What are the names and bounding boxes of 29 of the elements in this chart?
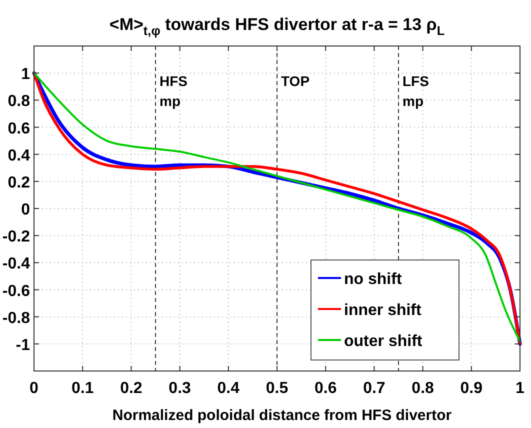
legend-label: outer shift (344, 333, 423, 350)
x-tick-label: 0.3 (168, 380, 192, 397)
y-tick-label: -0.8 (2, 310, 30, 327)
y-tick-label: 0.6 (8, 120, 30, 138)
x-tick-label: 0.6 (314, 380, 337, 397)
y-tick-label: -0.2 (2, 228, 30, 246)
y-tick-label: 0 (21, 202, 30, 218)
legend-label: no shift (344, 271, 402, 288)
x-tick-label: 0.7 (363, 380, 386, 397)
y-tick-label: 0.2 (8, 174, 30, 192)
y-tick-label: 1 (21, 66, 30, 84)
y-tick-label: -1 (16, 336, 30, 354)
legend-label: inner shift (344, 302, 422, 319)
ref-line-label: LFS mp (402, 73, 429, 109)
x-tick-label: 1 (516, 380, 525, 397)
x-axis-title: Normalized poloidal distance from HFS divertor (112, 407, 452, 424)
x-tick-label: 0.5 (266, 380, 288, 397)
x-tick-label: 0.2 (120, 380, 142, 397)
y-tick-label: 0.4 (8, 147, 30, 164)
y-tick-label: 0.8 (8, 93, 30, 110)
ref-line-label: HFS mp (160, 73, 188, 109)
chart-title: <M>$_{t,φ}$ towards HFS divertor at r-a = 13 ρ$_{L}$ (109, 15, 445, 38)
y-tick-label: -0.6 (2, 282, 30, 300)
y-tick-label: -0.4 (2, 256, 30, 273)
x-tick-label: 0.4 (217, 380, 240, 397)
x-tick-label: 0.9 (460, 380, 483, 397)
x-tick-label: 0.1 (71, 380, 94, 397)
x-tick-label: 0.8 (412, 380, 434, 397)
ref-line-label: TOP (281, 73, 310, 89)
